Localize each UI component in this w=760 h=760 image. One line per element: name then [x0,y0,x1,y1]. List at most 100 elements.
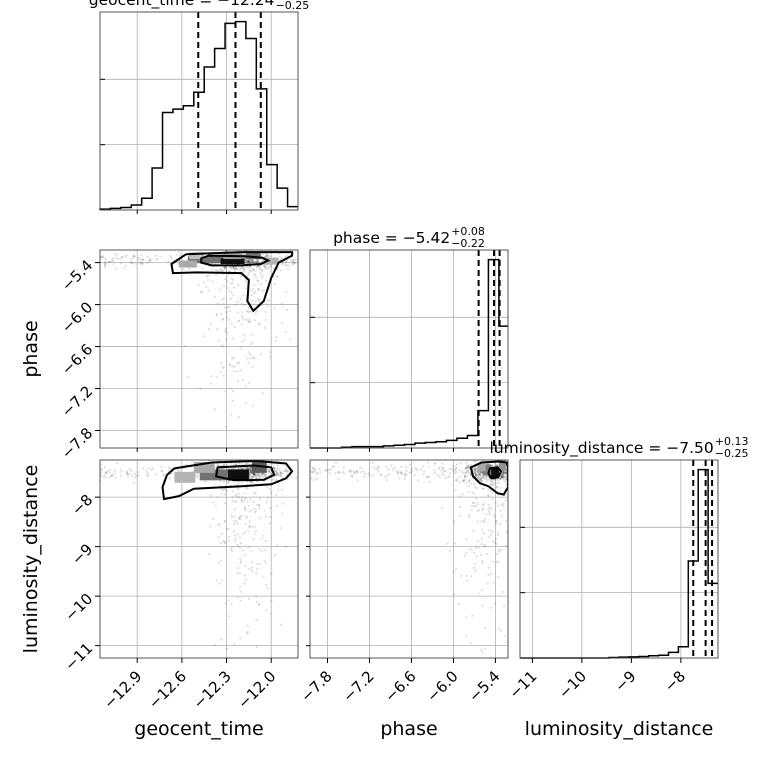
sample-point [245,318,248,321]
sample-point [469,575,472,578]
sample-point [474,468,477,471]
sample-point [130,256,134,259]
sample-point [316,472,320,475]
sample-point [468,513,471,516]
sample-point [504,475,507,479]
sample-point [100,468,103,471]
sample-point [262,264,265,267]
sample-point [218,582,221,585]
sample-point [488,510,491,513]
sample-point [480,479,483,482]
sample-point [208,454,210,456]
sample-point [523,480,525,482]
sample-point [495,482,498,485]
sample-point [293,262,296,265]
sample-point [478,508,481,512]
sample-point [133,472,137,475]
sample-point [477,474,480,477]
sample-point [488,535,491,539]
sample-point [255,572,258,575]
sample-point [505,483,508,486]
sample-point [252,472,256,476]
sample-point [466,579,469,582]
sample-point [247,466,250,469]
sample-point [230,322,233,325]
sample-point [292,259,295,263]
x-tick-label: −12.0 [234,667,279,712]
sample-point [422,473,425,476]
sample-point [489,489,492,492]
sample-point [473,562,477,565]
sample-point [249,476,252,479]
sample-point [501,475,504,478]
sample-point [276,471,280,474]
sample-point [314,468,317,471]
sample-point [500,514,504,517]
sample-point [396,472,399,475]
sample-point [274,469,277,472]
sample-point [205,479,208,483]
sample-point [502,505,505,508]
sample-point [209,494,213,497]
sample-point [251,269,254,272]
sample-point [231,496,234,499]
sample-point [502,502,505,506]
sample-point [233,508,237,511]
sample-point [284,469,287,472]
sample-point [513,470,515,472]
sample-point [287,470,290,473]
density-cell [482,464,492,476]
sample-point [207,328,210,331]
sample-point [475,497,478,500]
sample-point [512,464,514,466]
sample-point [495,538,498,541]
sample-point [244,509,247,512]
sample-point [235,369,238,373]
sample-point [528,498,530,500]
sample-point [436,474,439,477]
x-axis-label-geocent_time: geocent_time [134,718,263,740]
sample-point [209,382,212,385]
sample-point [377,470,380,473]
sample-point [252,500,255,503]
sample-point [246,357,249,360]
sample-point [114,476,117,479]
sample-point [234,267,237,270]
sample-point [266,587,269,590]
sample-point [510,472,512,474]
sample-point [273,307,276,310]
sample-point [264,515,267,518]
sample-point [235,500,238,504]
sample-point [505,479,508,482]
sample-point [463,479,466,482]
sample-point [499,475,502,478]
sample-point [268,470,271,474]
sample-point [257,288,260,291]
sample-point [265,609,268,612]
sample-point [448,467,451,471]
sample-point [119,474,123,477]
sample-point [262,575,265,578]
sample-point [280,474,283,477]
sample-point [249,270,252,273]
sample-point [473,483,476,486]
sample-point [441,467,444,470]
sample-point [259,353,263,356]
sample-point [217,524,220,527]
sample-point [496,464,499,467]
sample-point [225,311,228,314]
sample-point [503,475,506,478]
sample-point [229,266,232,269]
sample-point [479,553,483,556]
sample-point [263,288,266,291]
sample-point [459,494,462,498]
sample-point [504,472,507,475]
sample-point [505,519,508,523]
sample-point [254,299,257,303]
sample-point [265,474,268,477]
sample-point [253,272,256,275]
sample-point [239,636,242,639]
sample-point [509,472,511,474]
sample-point [267,267,270,271]
sample-point [243,338,246,341]
